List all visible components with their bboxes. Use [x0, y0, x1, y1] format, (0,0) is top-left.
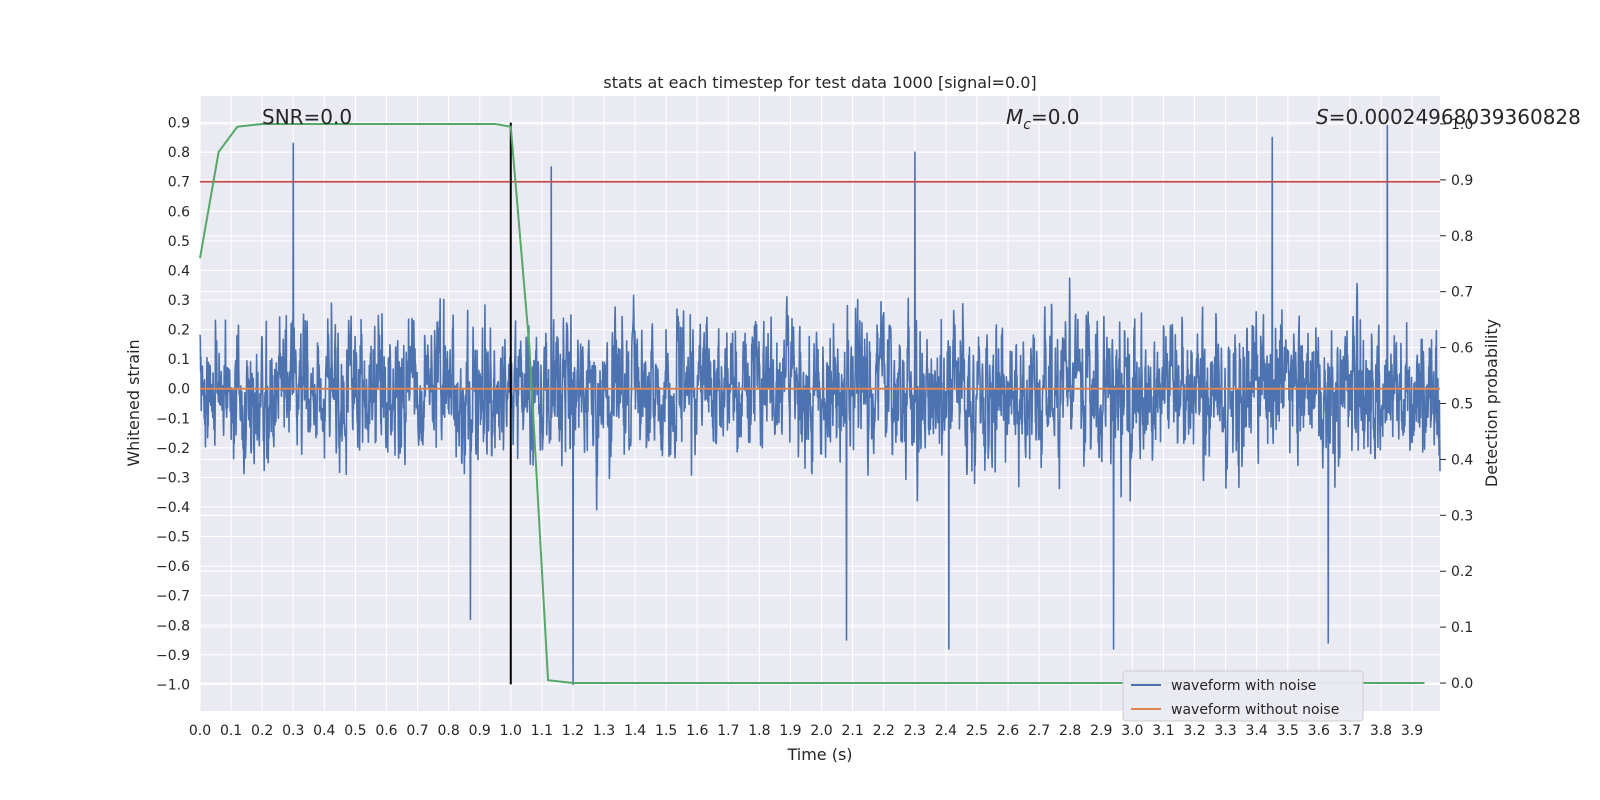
x-tick-label: 0.7	[406, 723, 428, 739]
y-tick-label-left: 0.8	[168, 145, 190, 161]
x-tick-label: 1.9	[779, 723, 801, 739]
x-tick-label: 3.1	[1152, 723, 1174, 739]
y-tick-label-left: 0.3	[168, 293, 190, 309]
mc-value: =0.0	[1031, 105, 1080, 129]
s-annotation: S=0.00024968039360828	[1316, 105, 1581, 129]
y-axis-label-left: Whitened strain	[124, 339, 143, 466]
y-tick-label-left: −0.5	[156, 530, 190, 546]
x-tick-label: 1.8	[748, 723, 770, 739]
s-value: =0.00024968039360828	[1329, 105, 1581, 129]
x-tick-label: 1.1	[531, 723, 553, 739]
y-tick-label-left: 0.6	[168, 204, 190, 220]
x-tick-label: 0.1	[220, 723, 242, 739]
y-tick-label-left: −1.0	[156, 677, 190, 693]
x-tick-label: 2.0	[810, 723, 832, 739]
y-tick-label-right: 0.7	[1451, 285, 1473, 301]
y-tick-label-left: −0.6	[156, 559, 190, 575]
mc-subscript: c	[1023, 117, 1031, 133]
y-tick-label-left: 0.9	[168, 116, 190, 132]
x-tick-label: 1.3	[593, 723, 615, 739]
y-tick-label-right: 0.6	[1451, 341, 1473, 357]
y-tick-label-left: −0.1	[156, 411, 190, 427]
legend: waveform with noise waveform without nois…	[1122, 670, 1364, 722]
x-tick-label: 1.7	[717, 723, 739, 739]
x-tick-label: 0.6	[375, 723, 397, 739]
x-tick-label: 3.8	[1370, 723, 1392, 739]
x-tick-label: 3.6	[1308, 723, 1330, 739]
x-tick-label: 2.7	[1028, 723, 1050, 739]
x-tick-label: 1.2	[562, 723, 584, 739]
y-tick-label-left: −0.4	[156, 500, 190, 516]
y-tick-label-left: 0.4	[168, 263, 190, 279]
y-tick-label-right: 0.3	[1451, 508, 1473, 524]
axes-layer: 0.0 0.1 0.2 0.3 0.4 0.5 0.6 0.7 0.8 0.9 1.0 1.1 1.2 1…	[156, 116, 1473, 739]
y-tick-label-left: 0.0	[168, 382, 190, 398]
x-tick-label: 3.4	[1246, 723, 1268, 739]
mc-symbol: M	[1006, 105, 1023, 129]
y-tick-label-right: 0.4	[1451, 452, 1473, 468]
y-tick-label-left: 0.1	[168, 352, 190, 368]
y-tick-label-left: 0.7	[168, 175, 190, 191]
x-tick-label: 2.3	[904, 723, 926, 739]
y-tick-label-right: 0.1	[1451, 620, 1473, 636]
x-tick-label: 3.2	[1183, 723, 1205, 739]
y-tick-label-left: −0.9	[156, 648, 190, 664]
s-symbol: S	[1316, 105, 1329, 129]
y-tick-label-right: 0.9	[1451, 173, 1473, 189]
x-tick-label: 0.5	[344, 723, 366, 739]
x-tick-label: 2.2	[873, 723, 895, 739]
x-tick-label: 0.9	[469, 723, 491, 739]
y-tick-label-left: −0.8	[156, 618, 190, 634]
mc-annotation: Mc=0.0	[1006, 105, 1080, 133]
y-tick-label-right: 0.2	[1451, 564, 1473, 580]
x-tick-label: 2.4	[935, 723, 957, 739]
legend-box	[1122, 670, 1364, 722]
y-tick-label-right: 0.0	[1451, 676, 1473, 692]
x-tick-label: 3.3	[1214, 723, 1236, 739]
x-tick-label: 1.4	[624, 723, 646, 739]
legend-label: waveform with noise	[1171, 678, 1316, 694]
chart-title: stats at each timestep for test data 100…	[603, 73, 1036, 92]
x-tick-label: 1.0	[500, 723, 522, 739]
y-tick-label-right: 0.8	[1451, 229, 1473, 245]
y-tick-label-right: 0.5	[1451, 397, 1473, 413]
series-detection-probability	[199, 122, 1425, 685]
y-axis-label-right: Detection probability	[1482, 319, 1501, 487]
x-tick-label: 3.7	[1339, 723, 1361, 739]
x-tick-label: 3.0	[1121, 723, 1143, 739]
y-tick-label-left: 0.5	[168, 234, 190, 250]
y-tick-label-left: −0.7	[156, 589, 190, 605]
snr-annotation: SNR=0.0	[262, 105, 352, 129]
legend-label: waveform without noise	[1171, 702, 1339, 718]
x-tick-label: 2.1	[841, 723, 863, 739]
y-tick-label-left: −0.2	[156, 441, 190, 457]
x-tick-label: 2.9	[1090, 723, 1112, 739]
x-tick-label: 1.6	[686, 723, 708, 739]
x-tick-label: 0.3	[282, 723, 304, 739]
y-tick-label-left: 0.2	[168, 323, 190, 339]
x-tick-label: 3.9	[1401, 723, 1423, 739]
x-tick-label: 0.0	[189, 723, 211, 739]
x-tick-label: 0.4	[313, 723, 335, 739]
x-tick-label: 3.5	[1277, 723, 1299, 739]
x-tick-label: 0.2	[251, 723, 273, 739]
y-tick-label-right: 1.0	[1451, 117, 1473, 133]
x-tick-label: 2.8	[1059, 723, 1081, 739]
x-axis-label: Time (s)	[786, 745, 852, 764]
x-tick-label: 1.5	[655, 723, 677, 739]
x-tick-label: 2.6	[997, 723, 1019, 739]
x-tick-label: 0.8	[437, 723, 459, 739]
x-tick-label: 2.5	[966, 723, 988, 739]
y-tick-label-left: −0.3	[156, 470, 190, 486]
series-layer	[199, 122, 1441, 686]
